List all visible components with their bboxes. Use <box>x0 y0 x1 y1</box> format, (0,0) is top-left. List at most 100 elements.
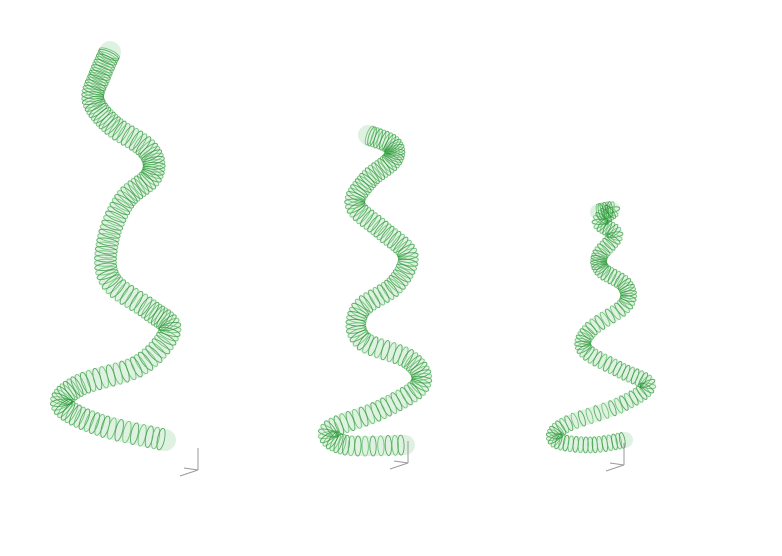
coil-ring <box>84 79 107 91</box>
coil-ring <box>137 296 153 317</box>
coil-ring <box>57 399 74 418</box>
coil-ring <box>89 69 111 81</box>
coil-ring <box>114 194 134 209</box>
coil-ring <box>318 428 339 438</box>
coil-ring <box>64 402 79 424</box>
coil-ring <box>94 262 118 271</box>
coil-ring <box>94 250 118 259</box>
coil-ring <box>597 243 611 256</box>
helix-tube <box>546 201 656 453</box>
coil-ring <box>95 241 119 251</box>
coil-ring <box>390 392 403 412</box>
helix-large <box>49 41 182 451</box>
coil-ring <box>600 265 612 281</box>
coil-ring <box>103 215 125 227</box>
coil-ring <box>585 407 594 425</box>
coil-ring <box>602 220 613 236</box>
coil-ring <box>597 264 610 279</box>
coil-ring <box>96 237 119 247</box>
coil-ring <box>141 348 158 367</box>
coil-ring <box>382 153 400 169</box>
coil-ring <box>614 272 625 288</box>
coil-ring <box>98 271 120 285</box>
coil-ring <box>144 425 154 448</box>
coil-ring <box>607 268 618 285</box>
coil-ring <box>383 228 398 246</box>
coil-ring <box>357 175 374 191</box>
coil-ring <box>555 420 567 435</box>
coil-ring <box>94 55 116 69</box>
coil-ring <box>388 275 406 290</box>
coil-ring <box>346 201 366 214</box>
coil-ring <box>352 408 362 429</box>
coil-ring <box>558 434 566 451</box>
coil-ring <box>610 305 621 320</box>
coil-ring <box>83 97 105 109</box>
coil-ring <box>385 394 398 414</box>
coil-ring <box>346 191 366 202</box>
coil-ring <box>368 164 383 183</box>
coil-ring <box>617 300 630 314</box>
coil-ring <box>60 401 76 421</box>
coil-ring <box>577 410 586 427</box>
coil-ring <box>391 434 399 456</box>
coil-ring <box>99 224 122 235</box>
coil-ring <box>604 267 614 283</box>
axis-line <box>179 469 199 477</box>
coil-ring <box>93 58 115 71</box>
coil-ring <box>156 427 166 451</box>
coil-ring <box>352 204 369 221</box>
coil-ring <box>141 149 163 162</box>
coil-ring <box>582 325 596 338</box>
coil-ring <box>406 355 422 372</box>
coil-ring <box>156 331 177 346</box>
coil-ring <box>369 435 377 457</box>
coil-ring <box>95 53 118 66</box>
coil-ring <box>377 435 385 457</box>
coil-ring <box>86 100 107 115</box>
coil-ring <box>599 240 613 254</box>
coil-ring <box>397 261 417 271</box>
coil-ring <box>390 233 405 251</box>
coil-ring <box>122 420 132 444</box>
coil-ring <box>390 272 409 287</box>
coil-ring <box>585 321 598 336</box>
coil-ring <box>91 64 113 76</box>
coil-ring <box>606 233 621 245</box>
coil-ring <box>111 198 132 212</box>
coil-ring <box>104 116 121 135</box>
coil-ring <box>638 383 652 397</box>
coil-ring <box>377 284 390 303</box>
coil-ring <box>404 384 418 403</box>
coil-ring <box>151 338 171 355</box>
coil-ring <box>142 164 166 173</box>
coil-ring <box>101 114 119 132</box>
coil-ring <box>145 345 163 363</box>
axis-line <box>609 462 625 466</box>
coil-ring <box>358 406 369 427</box>
coil-ring <box>114 419 124 442</box>
coil-ring <box>105 276 123 294</box>
coil-ring <box>142 161 166 170</box>
coil-ring <box>320 424 338 438</box>
coil-ring <box>349 202 367 218</box>
coil-ring <box>392 269 411 283</box>
coil-ring <box>361 435 369 457</box>
coil-ring <box>117 190 136 206</box>
coil-ring <box>608 400 617 417</box>
coil-ring <box>611 433 618 451</box>
coil-ring <box>349 329 368 343</box>
coil-ring <box>81 95 105 106</box>
coil-ring <box>619 395 629 411</box>
coil-ring <box>84 99 106 112</box>
coil-ring <box>124 183 141 202</box>
coil-ring <box>381 132 393 152</box>
coil-ring <box>576 343 592 354</box>
coil-ring <box>83 82 106 94</box>
coil-ring <box>357 332 371 351</box>
coil-ring <box>397 434 405 456</box>
coil-ring <box>85 369 97 392</box>
coil-ring <box>614 397 624 414</box>
coil-ring <box>379 156 395 174</box>
coil-ring <box>374 160 389 178</box>
